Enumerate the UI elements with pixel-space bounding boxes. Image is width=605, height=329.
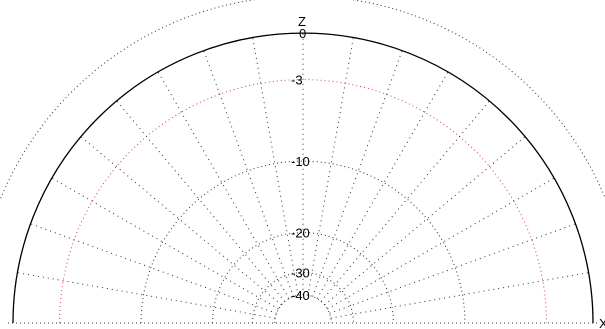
x-axis-label: X: [599, 316, 605, 329]
spoke-70deg: [312, 50, 403, 297]
spoke-80deg: [307, 37, 354, 296]
ring--40db: [274, 294, 332, 324]
z-axis-label: Z: [298, 14, 306, 29]
spoke-30deg: [327, 177, 555, 310]
spoke-170deg: [17, 272, 276, 319]
spoke-160deg: [30, 223, 277, 314]
gain-trace-0: [12, 32, 594, 324]
spoke-100deg: [252, 37, 299, 296]
spoke-150deg: [51, 177, 279, 310]
spoke-140deg: [80, 136, 282, 306]
tick-label--30db: -30: [291, 266, 310, 281]
tick-label--3db: -3: [291, 73, 303, 88]
tick-label--10db: -10: [291, 154, 310, 169]
spoke-40deg: [324, 136, 526, 306]
spoke-60deg: [316, 71, 449, 299]
ring--3db: [59, 79, 547, 324]
spoke-110deg: [203, 50, 294, 297]
tick-label--40db: -40: [291, 288, 310, 303]
tick-label--20db: -20: [291, 226, 310, 241]
gain-trace-layer: [12, 32, 594, 324]
spoke-50deg: [320, 100, 490, 302]
spoke-130deg: [116, 100, 286, 302]
spoke-10deg: [330, 272, 589, 319]
spoke-120deg: [157, 71, 290, 299]
tick-label-layer: 0 -3 -10 -20 -30 -40: [291, 26, 310, 303]
tick-label-0db: 0: [299, 26, 306, 41]
spoke-20deg: [329, 223, 576, 314]
